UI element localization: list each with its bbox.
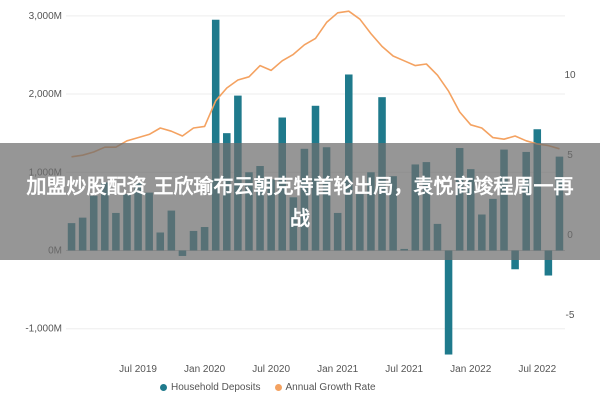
x-axis-tick-label: Jan 2021 (317, 364, 359, 375)
x-axis-tick-label: Jan 2022 (450, 364, 492, 375)
right-axis-tick-label: 10 (564, 70, 576, 81)
legend-label-household-deposits: Household Deposits (171, 382, 261, 393)
x-axis-tick-label: Jul 2021 (385, 364, 423, 375)
legend-item-household-deposits: Household Deposits (160, 382, 261, 393)
deposit-bar (211, 19, 220, 251)
legend: Household Deposits Annual Growth Rate (160, 382, 376, 393)
left-axis-tick-label: -1,000M (25, 324, 62, 335)
x-axis-tick-label: Jul 2020 (252, 364, 290, 375)
legend-swatch-household-deposits (160, 384, 167, 391)
deposit-bar (544, 250, 553, 276)
annual-growth-rate-line (71, 10, 560, 158)
right-axis-tick-label: -5 (566, 310, 575, 321)
legend-item-annual-growth-rate: Annual Growth Rate (274, 382, 376, 393)
legend-swatch-annual-growth-rate (274, 384, 282, 391)
x-axis-tick-label: Jul 2019 (119, 364, 157, 375)
x-axis-tick-label: Jul 2022 (518, 364, 556, 375)
deposit-bar (444, 250, 453, 355)
left-axis-tick-label: 3,000M (29, 11, 62, 22)
x-axis-tick-label: Jan 2020 (184, 364, 226, 375)
headline-overlay-banner[interactable]: 加盟炒股配资 王欣瑜布云朝克特首轮出局，袁悦商竣程周一再战 (0, 143, 600, 260)
legend-label-annual-growth-rate: Annual Growth Rate (285, 382, 376, 393)
x-axis-ticks: Jul 2019 Jan 2020 Jul 2020 Jan 2021 Jul 2021… (119, 364, 556, 375)
headline-text: 加盟炒股配资 王欣瑜布云朝克特首轮出局，袁悦商竣程周一再战 (26, 173, 574, 230)
growth-rate-line (71, 10, 560, 158)
left-axis-tick-label: 2,000M (29, 89, 62, 100)
